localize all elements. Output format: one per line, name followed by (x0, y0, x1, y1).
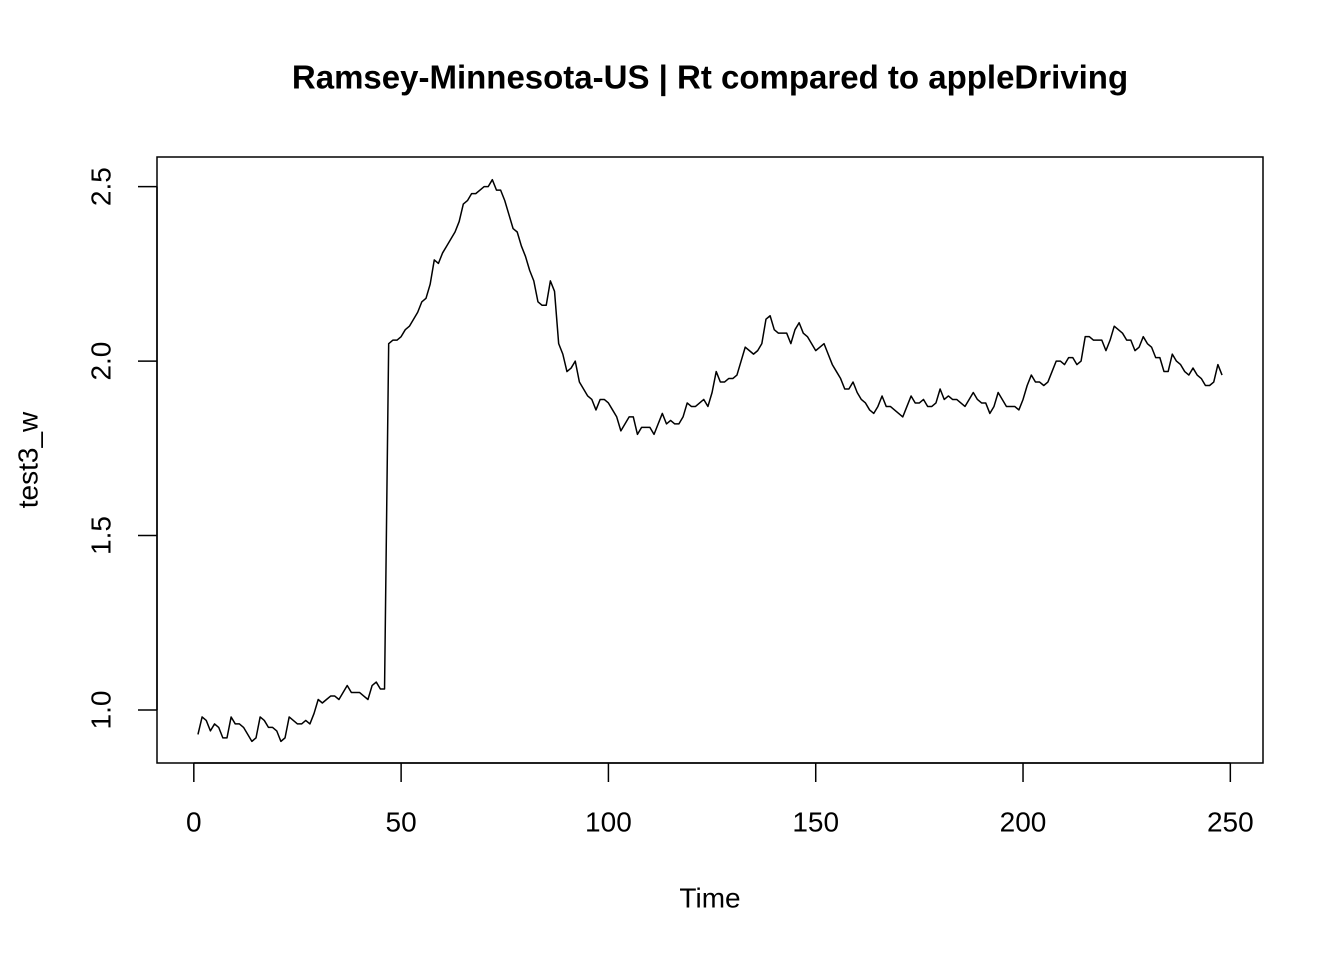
y-tick-label: 1.5 (85, 516, 116, 555)
x-tick-label: 100 (585, 806, 632, 837)
x-tick-label: 250 (1207, 806, 1254, 837)
x-tick-label: 200 (1000, 806, 1047, 837)
y-axis-label: test3_w (12, 411, 43, 508)
chart-title: Ramsey-Minnesota-US | Rt compared to app… (292, 59, 1128, 96)
x-tick-label: 0 (186, 806, 202, 837)
plot-box (156, 156, 1264, 764)
x-tick-label: 150 (792, 806, 839, 837)
y-tick-label: 2.5 (85, 167, 116, 206)
y-tick-label: 1.0 (85, 691, 116, 730)
x-tick-label: 50 (386, 806, 417, 837)
y-tick-label: 2.0 (85, 342, 116, 381)
line-series (197, 178, 1223, 743)
x-axis-label: Time (679, 882, 740, 913)
